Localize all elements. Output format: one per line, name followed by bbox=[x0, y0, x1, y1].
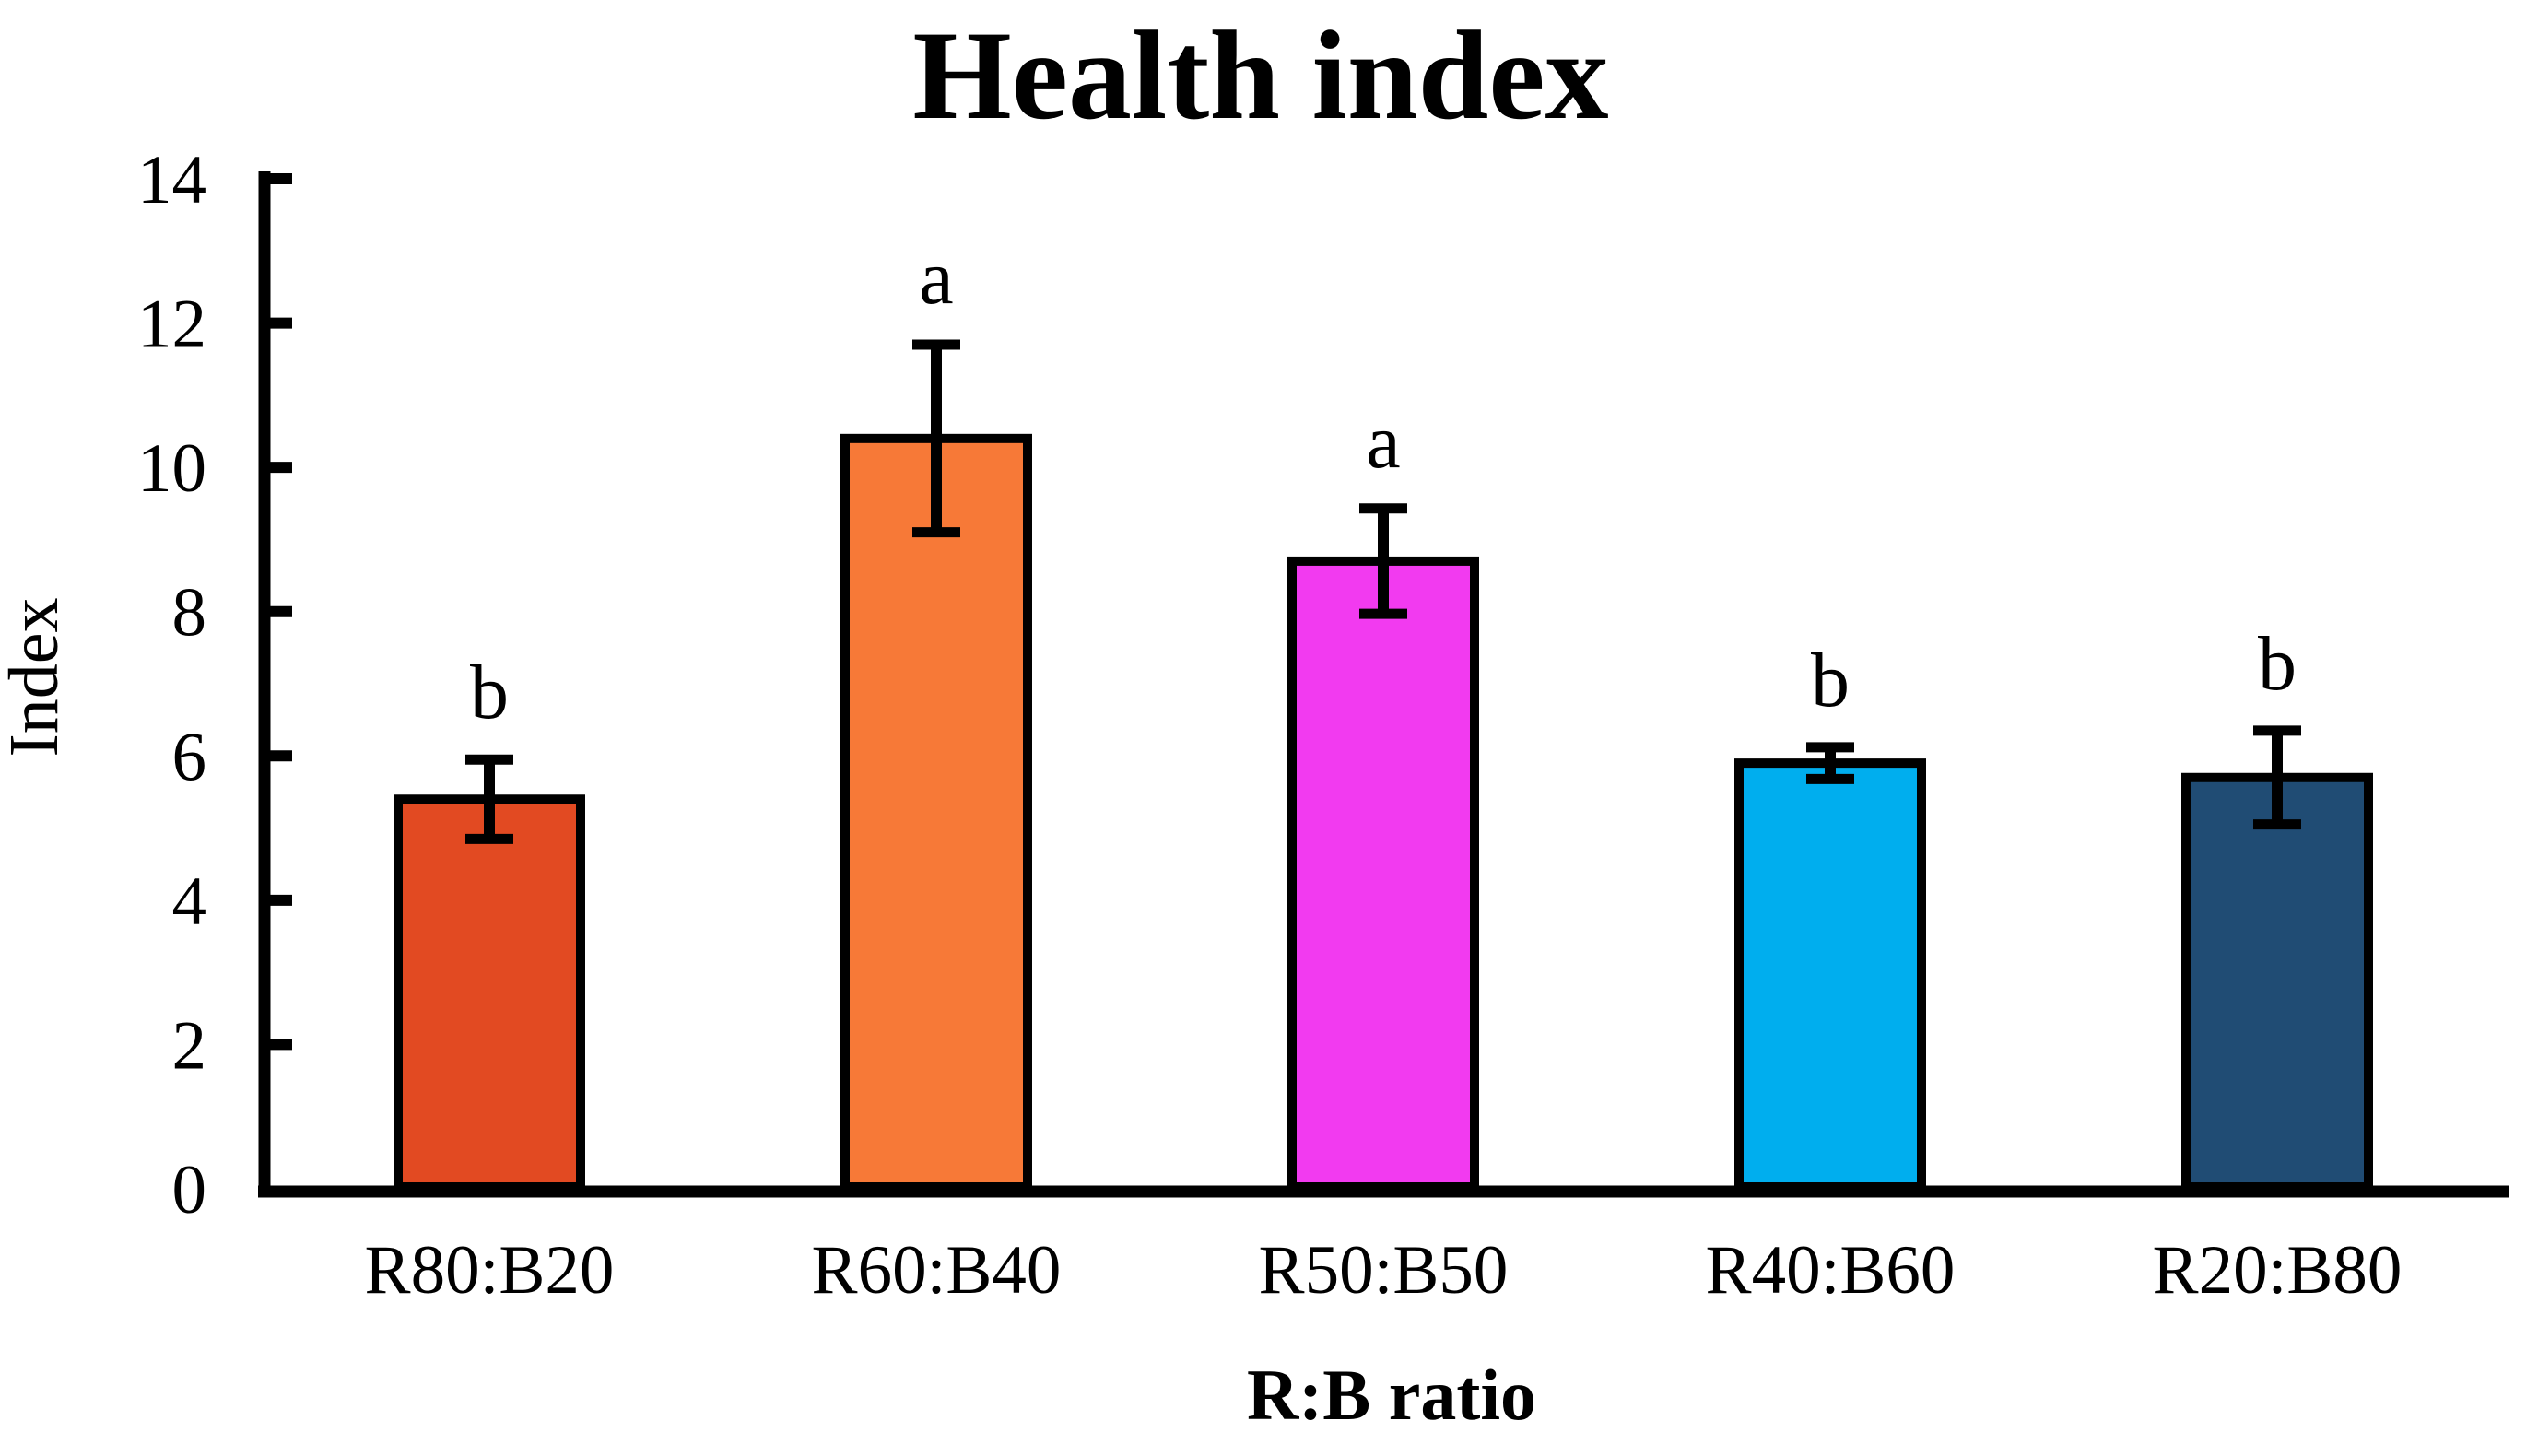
y-tick-label: 12 bbox=[137, 287, 206, 363]
x-tick-label: R20:B80 bbox=[2153, 1232, 2403, 1309]
significance-letter: b bbox=[470, 650, 509, 735]
x-tick-label: R80:B20 bbox=[365, 1232, 615, 1309]
plot-area: b R80:B20 a R60:B40 a R50:B50 b R40:B60 b R20:B80… bbox=[137, 142, 2509, 1309]
y-tick-label: 10 bbox=[137, 430, 206, 507]
significance-letter: a bbox=[1366, 399, 1400, 485]
y-tick-label: 0 bbox=[172, 1152, 207, 1228]
y-tick-label: 6 bbox=[172, 719, 207, 795]
y-tick-label: 8 bbox=[172, 575, 207, 652]
significance-letter: b bbox=[1811, 638, 1850, 723]
x-tick-label: R60:B40 bbox=[812, 1232, 1062, 1309]
x-axis-title: R:B ratio bbox=[1247, 1355, 1536, 1435]
bar bbox=[1287, 556, 1479, 1192]
x-tick-label: R40:B60 bbox=[1706, 1232, 1956, 1309]
significance-letter: b bbox=[2258, 621, 2297, 707]
y-tick-label: 4 bbox=[172, 863, 207, 940]
y-tick-label: 14 bbox=[137, 142, 206, 218]
significance-letter: a bbox=[919, 235, 953, 321]
bar bbox=[1734, 758, 1926, 1192]
y-tick-label: 2 bbox=[172, 1007, 207, 1084]
bar bbox=[840, 433, 1032, 1192]
bar bbox=[394, 794, 585, 1192]
chart-title: Health index bbox=[912, 5, 1608, 146]
x-tick-label: R50:B50 bbox=[1259, 1232, 1509, 1309]
bar bbox=[2181, 772, 2373, 1192]
y-axis-title: Index bbox=[0, 597, 73, 757]
